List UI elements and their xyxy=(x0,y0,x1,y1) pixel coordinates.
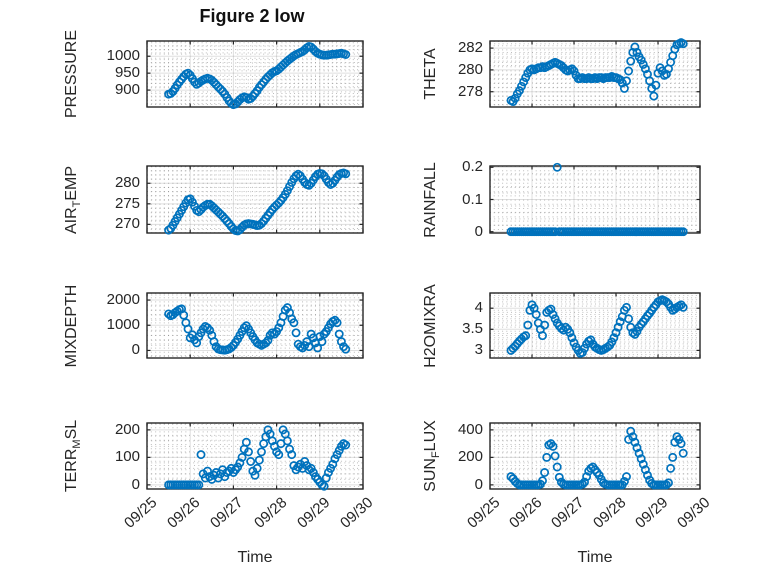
scatter-points xyxy=(164,425,351,491)
axis-ticks xyxy=(146,293,364,358)
y-tick-label: 280 xyxy=(457,60,483,78)
y-tick-label: 0 xyxy=(474,222,483,240)
y-tick-label: 1000 xyxy=(106,316,140,334)
grid-minor xyxy=(147,41,363,107)
grid-minor xyxy=(490,166,700,233)
plot-border xyxy=(489,292,701,359)
scatter-points xyxy=(506,38,688,106)
y-axis-label-sun_flux: SUNFLUX xyxy=(422,420,443,492)
y-tick-label: 100 xyxy=(114,448,140,466)
scatter-points xyxy=(164,303,351,355)
y-tick-label: 280 xyxy=(114,174,140,192)
y-tick-label: 270 xyxy=(114,215,140,233)
scatter-points xyxy=(164,168,351,236)
plot-border xyxy=(489,422,701,490)
y-tick-label: 282 xyxy=(457,39,483,57)
axis-ticks xyxy=(489,41,701,107)
scatter-points xyxy=(506,426,688,490)
y-tick-label: 3.5 xyxy=(462,320,483,338)
plot-area-pressure xyxy=(146,40,364,110)
figure-title: Figure 2 low xyxy=(199,6,305,26)
y-tick-label: 0.2 xyxy=(462,158,483,176)
plot-area-theta xyxy=(489,38,701,108)
y-tick-label: 0.1 xyxy=(462,190,483,208)
axis-ticks xyxy=(489,293,701,358)
x-axis-label-left: Time xyxy=(237,549,273,566)
scatter-points xyxy=(164,41,351,110)
y-tick-label: 275 xyxy=(114,194,140,212)
plot-area-air_temp xyxy=(146,165,364,236)
grid-major xyxy=(490,166,700,233)
plot-area-mixdepth xyxy=(146,292,364,359)
x-axis-label-right: Time xyxy=(577,549,613,566)
plot-border xyxy=(146,40,364,108)
grid-major xyxy=(490,293,700,358)
y-tick-label: 200 xyxy=(457,448,483,466)
plot-border xyxy=(146,165,364,234)
plot-border xyxy=(489,40,701,108)
y-tick-label: 950 xyxy=(114,64,140,82)
y-tick-label: 400 xyxy=(457,420,483,438)
y-axis-label-terr_msl: TERRMSL xyxy=(63,419,84,493)
y-tick-label: 278 xyxy=(457,82,483,100)
y-tick-label: 200 xyxy=(114,420,140,438)
scatter-points xyxy=(506,295,688,358)
scatter-points xyxy=(506,162,688,237)
y-tick-label: 0 xyxy=(131,341,140,359)
y-tick-label: 3 xyxy=(474,341,483,359)
y-tick-label: 900 xyxy=(114,81,140,99)
y-tick-label: 4 xyxy=(474,299,483,317)
plot-area-h2omixra xyxy=(489,292,701,359)
y-tick-label: 0 xyxy=(131,475,140,493)
y-tick-label: 0 xyxy=(474,475,483,493)
plot-border xyxy=(146,422,364,490)
y-tick-label: 2000 xyxy=(106,291,140,309)
plot-area-sun_flux xyxy=(489,422,701,490)
plot-area-terr_msl xyxy=(146,422,364,491)
y-tick-label: 1000 xyxy=(106,47,140,65)
plot-area-rainfall xyxy=(489,162,701,237)
